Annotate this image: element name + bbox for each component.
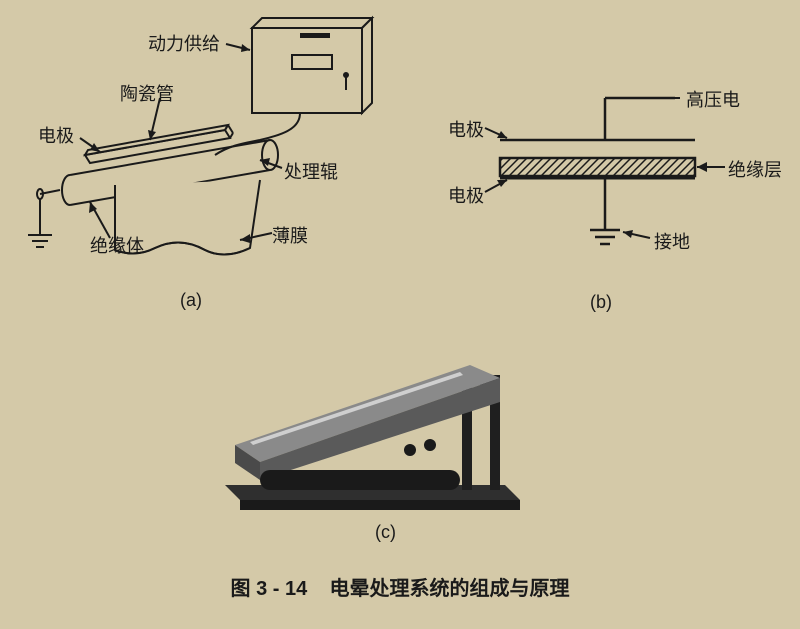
- label-insulator: 绝缘体: [90, 232, 144, 258]
- label-high-voltage: 高压电: [686, 86, 740, 112]
- figure-page: 动力供给 陶瓷管 电极 处理辊 薄膜 绝缘体 (a): [0, 0, 800, 629]
- panel-c-photo: [200, 330, 530, 520]
- label-power-supply: 动力供给: [148, 30, 220, 56]
- figure-caption: 图 3 - 14 电晕处理系统的组成与原理: [0, 572, 800, 601]
- label-treatment-roll: 处理辊: [284, 158, 338, 184]
- panel-b-tag: (b): [590, 292, 612, 313]
- label-ceramic-tube: 陶瓷管: [120, 80, 174, 106]
- figure-title: 电晕处理系统的组成与原理: [329, 578, 569, 600]
- panel-a-tag: (a): [180, 290, 202, 311]
- panel-b-diagram: [445, 80, 775, 300]
- label-ground: 接地: [654, 228, 690, 254]
- label-electrode-b-bottom: 电极: [448, 182, 484, 208]
- label-electrode-a: 电极: [38, 122, 74, 148]
- figure-number: 图 3 - 14: [231, 578, 308, 600]
- label-insulation-layer: 绝缘层: [728, 156, 782, 182]
- panel-c-tag: (c): [375, 522, 396, 543]
- label-film: 薄膜: [272, 222, 308, 248]
- label-electrode-b-top: 电极: [448, 116, 484, 142]
